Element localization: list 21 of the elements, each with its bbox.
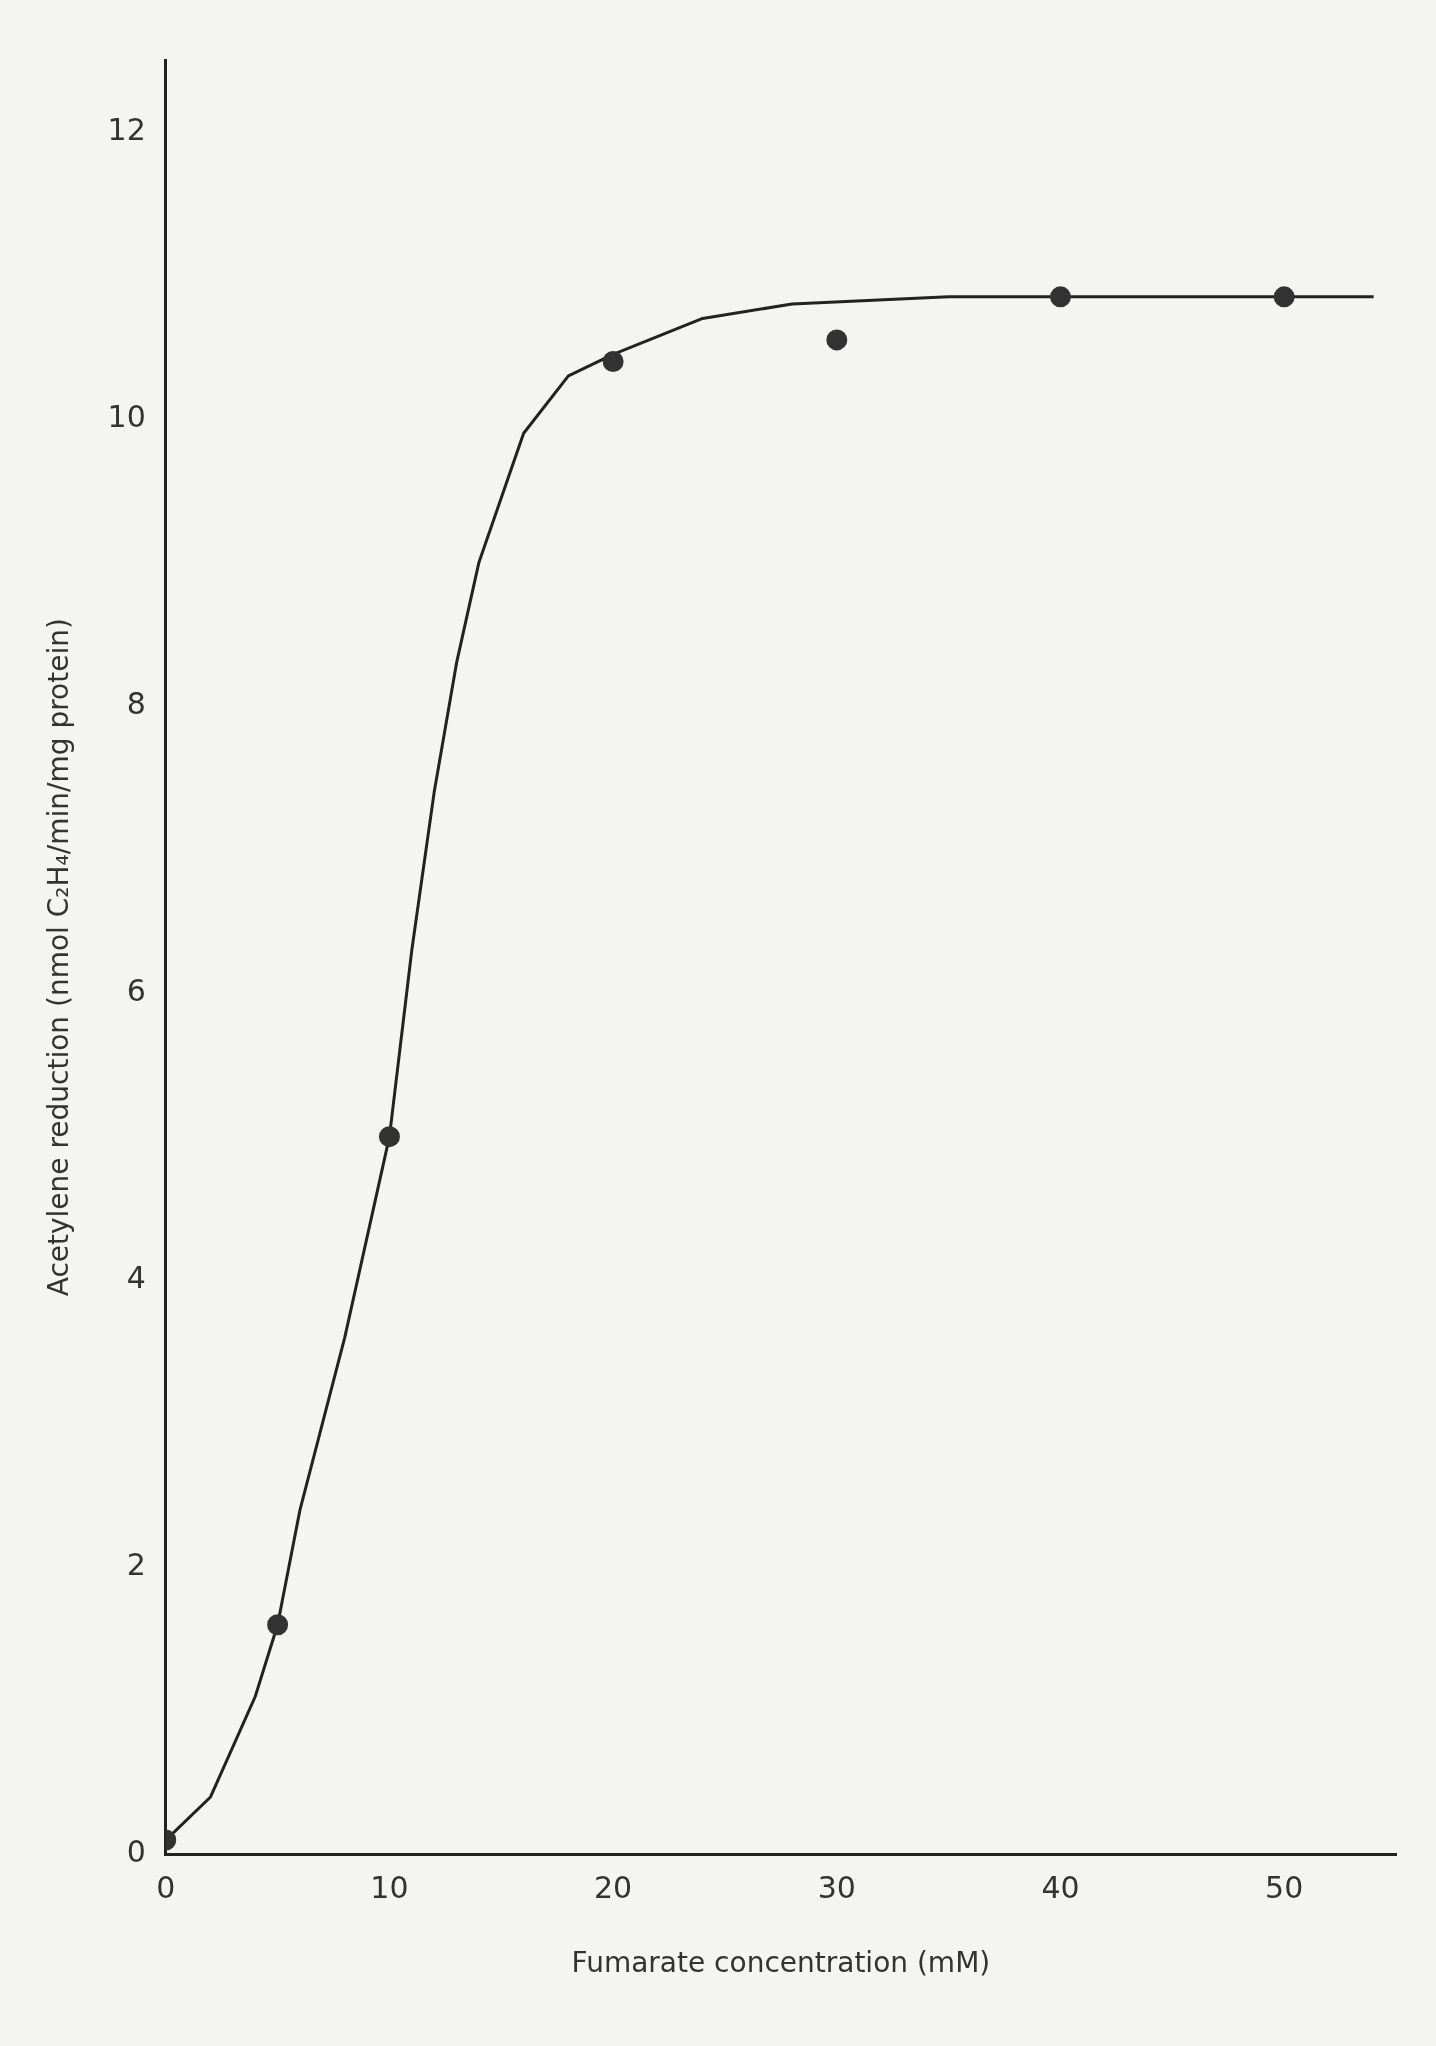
y-tick-label: 12 — [107, 111, 146, 147]
y-tick-label: 4 — [126, 1259, 146, 1295]
point — [378, 1126, 400, 1148]
y-tick-label: 10 — [107, 398, 146, 434]
x-tick-label: 30 — [817, 1870, 856, 1906]
y-axis-title: Acetylene reduction (nmol C₂H₄/min/mg protein) — [42, 618, 76, 1297]
x-tick-label: 0 — [156, 1870, 176, 1906]
x-tick-label: 50 — [1265, 1870, 1304, 1906]
y-tick-label: 0 — [126, 1834, 146, 1870]
point — [267, 1614, 289, 1636]
y-tick-label: 6 — [126, 972, 146, 1008]
point — [602, 350, 624, 372]
x-tick-label: 10 — [370, 1870, 409, 1906]
point — [1049, 286, 1071, 308]
x-axis-title: Fumarate concentration (mM) — [571, 1946, 991, 1980]
point — [1273, 286, 1295, 308]
y-tick-label: 8 — [126, 685, 146, 721]
point — [826, 329, 848, 351]
x-tick-label: 40 — [1041, 1870, 1080, 1906]
y-tick-label: 2 — [126, 1547, 146, 1583]
x-tick-label: 20 — [594, 1870, 633, 1906]
